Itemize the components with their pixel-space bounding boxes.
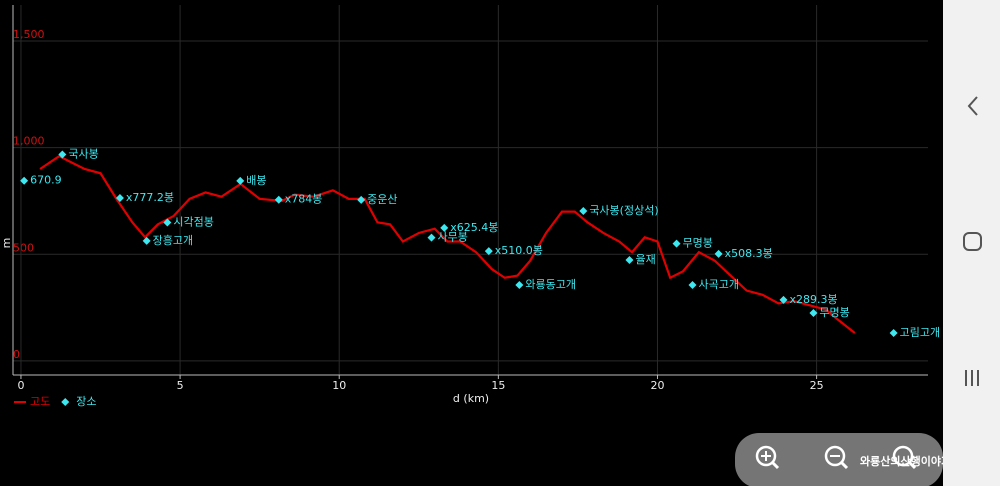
place-label: 와룡동고개 — [525, 278, 576, 291]
y-tick-label: 0 — [13, 348, 20, 361]
x-axis-title: d (km) — [453, 392, 489, 405]
back-button[interactable] — [967, 96, 978, 116]
zoom-out-button[interactable] — [824, 445, 849, 470]
place-marker — [440, 223, 449, 232]
home-button[interactable] — [963, 232, 982, 251]
icon-lens — [824, 445, 846, 467]
x-tick-label: 20 — [650, 379, 664, 392]
zoom-in-button[interactable] — [755, 445, 780, 470]
legend-swatch — [61, 398, 70, 406]
place-marker — [625, 256, 634, 265]
place-marker — [163, 218, 172, 227]
place-marker — [579, 207, 588, 216]
icon-handle — [770, 460, 780, 470]
place-marker — [889, 328, 898, 337]
place-marker — [20, 176, 29, 185]
y-tick-label: 1,500 — [13, 28, 45, 41]
place-marker — [714, 249, 723, 258]
x-tick-label: 0 — [17, 379, 24, 392]
place-label: 무명봉 — [819, 306, 849, 319]
place-label: x510.0봉 — [495, 244, 543, 257]
place-marker — [357, 195, 366, 204]
chart: 0 500 1,000 1,500 0 5 10 15 20 25 d (km) m 670.9 국사봉 x… — [0, 5, 943, 486]
recents-button[interactable] — [965, 370, 979, 386]
place-label: 사곡고개 — [698, 278, 738, 291]
place-label: 국사봉(정상석) — [589, 204, 658, 217]
icon-handle — [907, 460, 917, 470]
place-label: x625.4봉 — [450, 221, 498, 234]
icon-lens — [892, 445, 914, 467]
place-label: 670.9 — [30, 174, 62, 187]
place-label: 율재 — [635, 253, 655, 266]
place-label: 고림고개 — [900, 326, 940, 339]
icon-handle — [839, 460, 849, 470]
place-marker — [688, 281, 697, 290]
legend-label: 고도 — [30, 395, 50, 408]
zoom-controls: 와룡산의산행이야기 — [735, 433, 943, 486]
place-marker — [515, 281, 524, 290]
y-tick-label: 1,000 — [13, 135, 45, 148]
place-label: x508.3봉 — [725, 247, 773, 260]
place-marker — [274, 195, 283, 204]
x-tick-label: 25 — [810, 379, 824, 392]
place-marker — [484, 247, 493, 256]
place-label: 시각점봉 — [173, 216, 213, 229]
zoom-reset-button[interactable] — [892, 445, 917, 470]
legend-label: 장소 — [76, 395, 96, 408]
y-tick-label: 500 — [13, 241, 34, 254]
place-label: 국사봉 — [68, 147, 98, 160]
place-marker — [779, 295, 788, 304]
place-marker — [115, 193, 124, 202]
place-label: x784봉 — [285, 193, 323, 206]
x-tick-label: 5 — [177, 379, 184, 392]
place-label: 사무봉 — [438, 231, 468, 244]
place-marker — [427, 233, 436, 242]
x-tick-label: 10 — [332, 379, 346, 392]
place-label: 중운산 — [367, 193, 397, 206]
nav-icons — [963, 96, 982, 386]
place-label: 장흥고개 — [153, 233, 193, 247]
place-label: x777.2봉 — [126, 191, 174, 204]
place-marker — [672, 239, 681, 248]
place-marker — [58, 150, 67, 159]
place-marker — [809, 308, 818, 317]
nav-bar — [943, 0, 1000, 486]
zoom-panel — [735, 433, 943, 486]
y-axis-title: m — [0, 238, 13, 249]
elevation-line — [39, 154, 856, 334]
place-marker — [142, 236, 151, 245]
app-title: 와룡산의산행이야기 — [860, 454, 943, 468]
icon-lens — [755, 445, 777, 467]
place-label: 배봉 — [246, 174, 266, 187]
place-marker — [236, 176, 245, 185]
place-label: 무명봉 — [683, 237, 713, 250]
place-label: x289.3봉 — [790, 293, 838, 306]
x-tick-label: 15 — [491, 379, 505, 392]
